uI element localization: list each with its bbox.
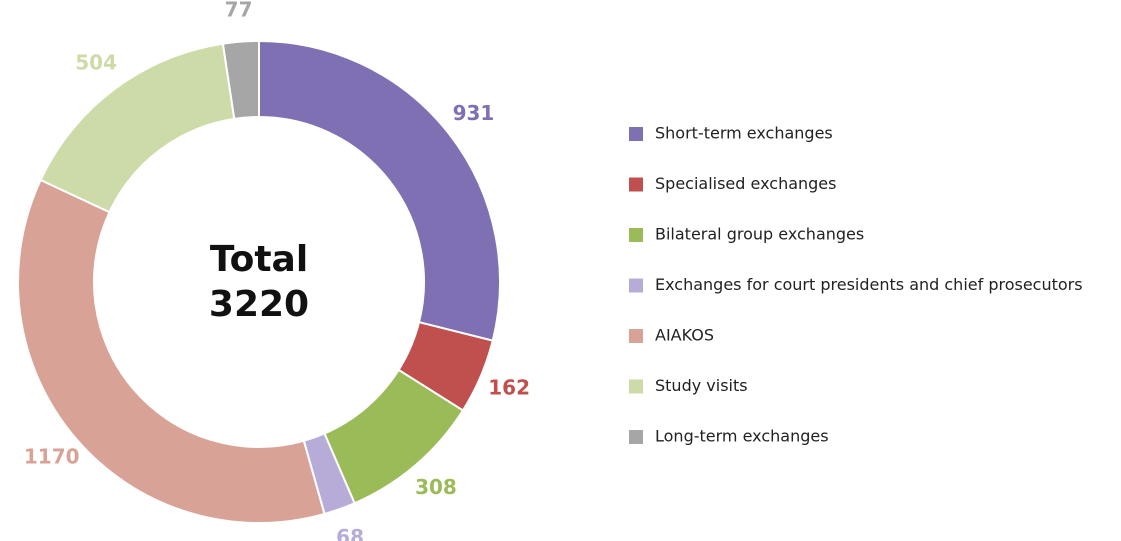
legend-swatch bbox=[629, 127, 643, 141]
legend-swatch bbox=[629, 329, 643, 343]
legend-label: Specialised exchanges bbox=[655, 174, 836, 193]
legend-swatch bbox=[629, 177, 643, 192]
legend-label: Short-term exchanges bbox=[655, 124, 833, 143]
legend-swatch bbox=[629, 228, 643, 242]
legend-swatch bbox=[629, 278, 643, 293]
slice bbox=[221, 39, 260, 120]
value-label: 931 bbox=[453, 101, 495, 125]
legend-swatch bbox=[629, 379, 643, 394]
legend-label: AIAKOS bbox=[655, 326, 714, 345]
legend-label: Exchanges for court presidents and chief… bbox=[655, 275, 1083, 294]
center-total: 3220 bbox=[209, 284, 309, 325]
value-label: 68 bbox=[336, 525, 364, 541]
value-label: 1170 bbox=[24, 445, 80, 469]
legend-label: Bilateral group exchanges bbox=[655, 225, 864, 244]
value-label: 504 bbox=[75, 51, 117, 75]
value-label: 308 bbox=[415, 475, 457, 499]
value-label: 77 bbox=[225, 0, 253, 21]
legend-swatch bbox=[629, 430, 643, 444]
legend-label: Long-term exchanges bbox=[655, 427, 829, 446]
slice bbox=[17, 178, 326, 524]
slice bbox=[258, 39, 501, 342]
legend-label: Study visits bbox=[655, 376, 748, 395]
slice bbox=[39, 42, 236, 214]
value-label: 162 bbox=[488, 375, 530, 399]
center-title: Total bbox=[210, 239, 308, 280]
